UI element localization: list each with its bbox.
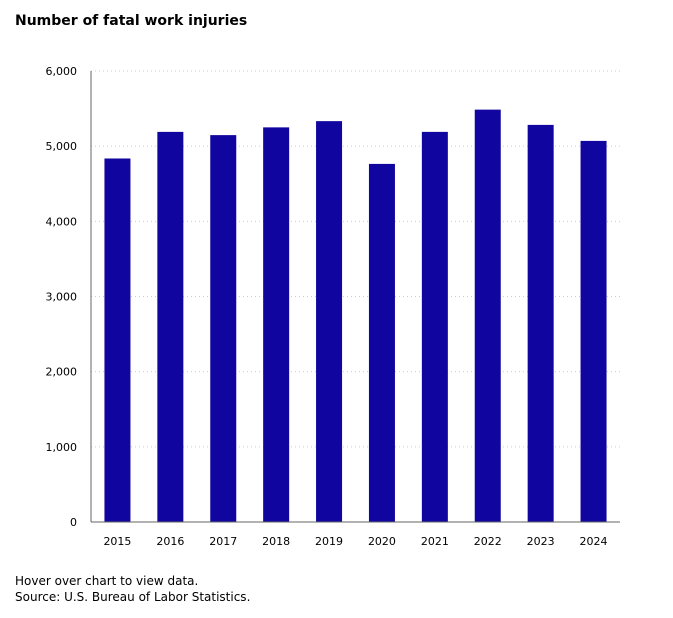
x-tick-label: 2020 xyxy=(368,535,396,548)
y-tick-label: 2,000 xyxy=(46,366,78,379)
bar-2020[interactable] xyxy=(368,163,395,522)
x-tick-label: 2022 xyxy=(474,535,502,548)
bar-2017[interactable] xyxy=(210,135,237,522)
bar-2023[interactable] xyxy=(527,124,554,522)
chart-title: Number of fatal work injuries xyxy=(15,13,248,29)
x-tick-label: 2017 xyxy=(209,535,237,548)
x-tick-label: 2024 xyxy=(580,535,608,548)
x-tick-label: 2015 xyxy=(103,535,131,548)
x-tick-label: 2021 xyxy=(421,535,449,548)
bar-2021[interactable] xyxy=(421,131,448,522)
y-tick-label: 5,000 xyxy=(46,140,78,153)
x-tick-label: 2016 xyxy=(156,535,184,548)
bar-chart[interactable]: 0 1,000 2,000 3,000 4,000 5,000 6,000 2015 2016 2… xyxy=(0,0,673,570)
bar-2015[interactable] xyxy=(104,158,131,522)
bar-2019[interactable] xyxy=(316,121,343,522)
y-tick-label: 3,000 xyxy=(46,291,78,304)
bar-2018[interactable] xyxy=(263,127,290,522)
bar-2024[interactable] xyxy=(580,140,607,522)
y-tick-label: 0 xyxy=(70,516,77,529)
y-tick-label: 6,000 xyxy=(46,65,78,78)
source-note: Source: U.S. Bureau of Labor Statistics. xyxy=(15,590,251,604)
y-tick-label: 1,000 xyxy=(46,441,78,454)
x-tick-label: 2018 xyxy=(262,535,290,548)
y-tick-label: 4,000 xyxy=(46,215,78,228)
bar-2022[interactable] xyxy=(474,109,501,522)
hover-hint: Hover over chart to view data. xyxy=(15,574,199,588)
x-tick-label: 2023 xyxy=(527,535,555,548)
x-tick-label: 2019 xyxy=(315,535,343,548)
bar-2016[interactable] xyxy=(157,131,184,522)
